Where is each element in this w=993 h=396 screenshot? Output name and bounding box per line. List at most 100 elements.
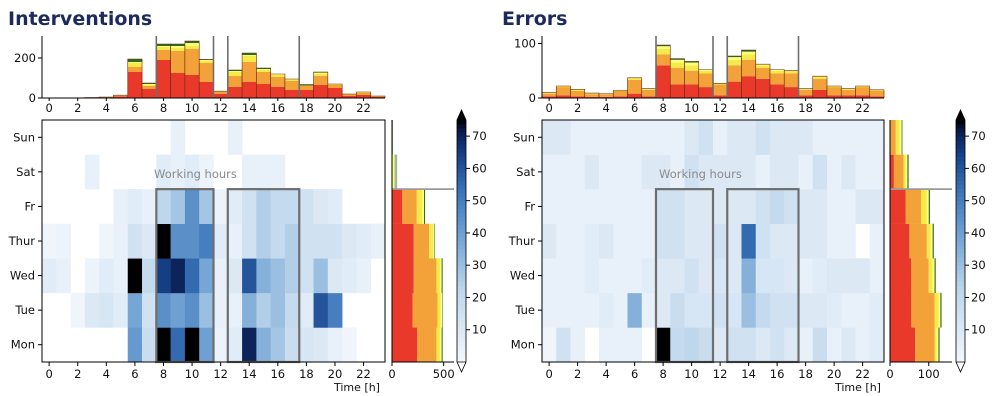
heatmap-cell xyxy=(727,327,742,363)
day-histogram-bar xyxy=(893,154,904,190)
heatmap-cell xyxy=(784,292,799,328)
hour-histogram-outline xyxy=(869,89,885,98)
hour-histogram-bar xyxy=(641,96,657,98)
heatmap-cell xyxy=(570,189,586,225)
colorbar-segment xyxy=(457,333,466,339)
heatmap-cell xyxy=(812,327,828,363)
colorbar-segment xyxy=(956,301,965,306)
colorbar-segment xyxy=(457,196,466,202)
heatmap-cell xyxy=(84,154,100,190)
colorbar-segment xyxy=(457,285,466,290)
hour-histogram-bar xyxy=(127,63,143,67)
day-histogram-bar xyxy=(938,327,940,363)
heatmap-cell xyxy=(713,292,728,328)
heatmap-cell xyxy=(227,327,243,363)
hour-histogram-x-tick-label: 6 xyxy=(131,101,138,115)
hour-histogram-x-tick-label: 18 xyxy=(299,101,314,115)
heatmap-cell xyxy=(869,292,885,328)
hour-histogram-bar xyxy=(755,65,771,68)
hour-histogram-bar xyxy=(670,68,685,85)
colorbar-segment xyxy=(457,172,466,177)
heatmap-cell xyxy=(556,223,571,259)
heatmap-cell xyxy=(869,223,885,259)
heatmap-cell xyxy=(727,189,742,225)
day-histogram-bar xyxy=(440,327,442,363)
hour-histogram-bar xyxy=(641,89,657,97)
heatmap-cell xyxy=(698,258,714,294)
heatmap-cell xyxy=(256,189,271,225)
heatmap-cell xyxy=(170,189,186,225)
heatmap-cell xyxy=(270,223,286,259)
hour-histogram-bar xyxy=(313,72,329,74)
heatmap-cell xyxy=(556,154,571,190)
day-histogram-bar xyxy=(417,327,437,363)
hour-histogram-bar xyxy=(542,92,557,94)
heatmap-cell xyxy=(656,189,671,225)
heatmap-cell xyxy=(741,258,757,294)
heatmap-cell xyxy=(755,327,771,363)
hour-histogram-bar xyxy=(242,56,257,62)
errors-heatmap: Mon Tue Wed Thur Fr Sat Sun 0 2 4 6 8 10 12 14 16 18 20 22 xyxy=(508,119,885,381)
colorbar-tick-label: 30 xyxy=(971,258,986,272)
heatmap-cell xyxy=(242,292,257,328)
day-histogram-bar xyxy=(934,292,939,328)
day-histogram-bar xyxy=(909,223,927,259)
heatmap-cell xyxy=(99,292,114,328)
colorbar-tick-label: 40 xyxy=(472,226,487,240)
colorbar-segment xyxy=(956,241,965,246)
hour-histogram-bar xyxy=(798,89,813,96)
hour-histogram-bar xyxy=(113,95,128,97)
heatmap-cell xyxy=(684,327,700,363)
colorbar-segment xyxy=(956,148,965,153)
colorbar-segment xyxy=(457,152,466,157)
hour-histogram-bar xyxy=(199,82,214,98)
hour-histogram-y-tick-label: 0 xyxy=(29,91,36,105)
hour-histogram-bar xyxy=(327,88,343,98)
hour-histogram-bar xyxy=(599,94,614,97)
hour-histogram-bar xyxy=(584,93,600,95)
day-histogram-bar xyxy=(402,189,417,224)
hour-histogram-bar xyxy=(270,77,286,87)
heatmap-cell xyxy=(356,223,372,259)
x-tick-label: 16 xyxy=(270,367,285,381)
day-histogram-bar xyxy=(424,189,426,224)
hour-histogram-bar xyxy=(256,70,271,72)
hour-histogram-bar xyxy=(270,74,286,75)
heatmap-cell xyxy=(113,292,129,328)
heatmap-cell xyxy=(142,189,157,225)
colorbar-segment xyxy=(457,313,466,319)
colorbar-segment xyxy=(457,204,466,210)
heatmap-cell xyxy=(284,292,300,328)
hour-histogram-x-tick-label: 20 xyxy=(328,101,343,115)
heatmap-cell xyxy=(684,120,700,155)
hour-histogram-bar xyxy=(356,92,371,93)
day-histogram-bar xyxy=(895,120,900,155)
heatmap-cell xyxy=(770,258,785,294)
colorbar-tick-label: 10 xyxy=(971,323,986,337)
heatmap-cell xyxy=(327,189,343,225)
heatmap-cell xyxy=(656,120,671,155)
hour-histogram-bar xyxy=(184,43,200,46)
heatmap-cell xyxy=(42,223,57,259)
colorbar-segment xyxy=(956,325,965,331)
heatmap-cell xyxy=(841,223,856,259)
heatmap-cell xyxy=(741,292,757,328)
hour-histogram-bar xyxy=(284,81,300,90)
day-histogram-x-tick-label: 500 xyxy=(433,367,455,381)
colorbar-segment xyxy=(457,180,466,185)
hour-histogram-bar xyxy=(170,46,186,48)
heatmap-cell xyxy=(270,327,286,363)
hour-histogram-bar xyxy=(256,84,271,98)
errors-colorbar: 10 20 30 40 50 60 70 xyxy=(955,109,986,373)
hour-histogram-bar xyxy=(841,88,856,90)
x-tick-label: 2 xyxy=(74,367,81,381)
hour-histogram-bar xyxy=(142,86,157,89)
colorbar-segment xyxy=(956,245,965,250)
heatmap-cell xyxy=(113,258,129,294)
heatmap-cell xyxy=(313,292,329,328)
x-tick-label: 0 xyxy=(545,367,552,381)
day-histogram-bar xyxy=(905,154,908,190)
colorbar-segment xyxy=(956,172,965,177)
heatmap-cell xyxy=(213,223,229,259)
